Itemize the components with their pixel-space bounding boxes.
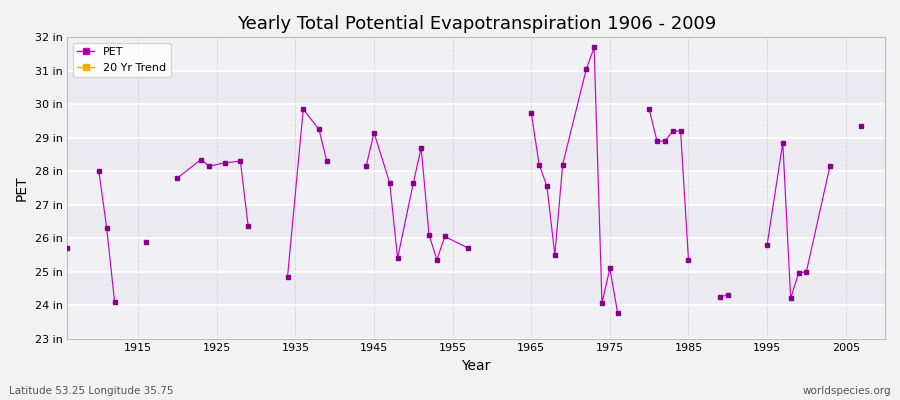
Bar xyxy=(68,305,885,338)
Bar xyxy=(68,171,885,205)
Legend: PET, 20 Yr Trend: PET, 20 Yr Trend xyxy=(73,43,170,77)
Bar xyxy=(68,37,885,71)
Bar xyxy=(68,104,885,138)
Text: worldspecies.org: worldspecies.org xyxy=(803,386,891,396)
Title: Yearly Total Potential Evapotranspiration 1906 - 2009: Yearly Total Potential Evapotranspiratio… xyxy=(237,15,716,33)
Y-axis label: PET: PET xyxy=(15,175,29,201)
Bar xyxy=(68,238,885,272)
Text: Latitude 53.25 Longitude 35.75: Latitude 53.25 Longitude 35.75 xyxy=(9,386,174,396)
X-axis label: Year: Year xyxy=(462,359,490,373)
